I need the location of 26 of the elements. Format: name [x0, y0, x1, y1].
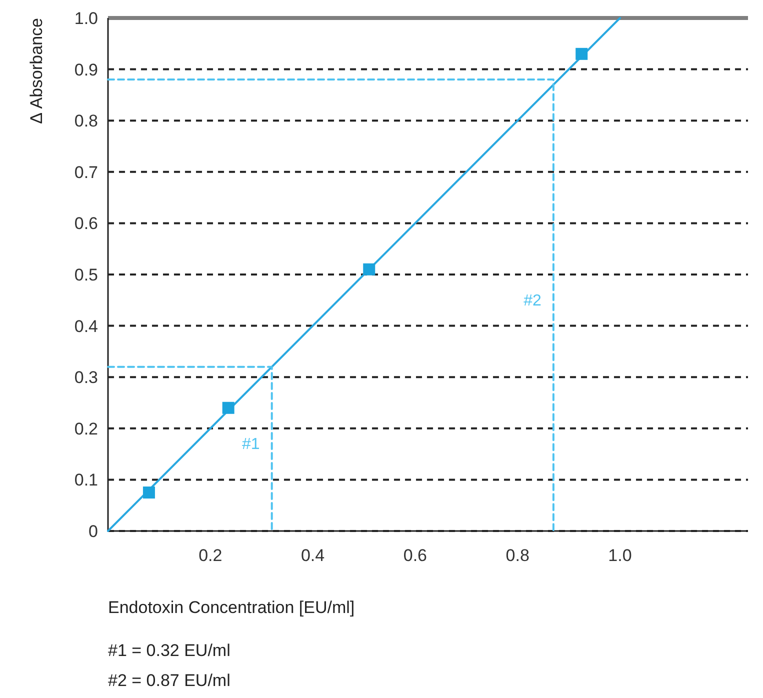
point [222, 402, 234, 414]
x-axis-title: Endotoxin Concentration [EU/ml] [108, 598, 355, 617]
x-tick-label: 0.4 [300, 546, 325, 565]
text: #2 = 0.87 EU/ml [108, 671, 230, 690]
x-tick-label: 1.0 [608, 546, 632, 565]
y-tick-label: 0.3 [74, 368, 98, 388]
y-tick-label: 0.4 [74, 316, 98, 336]
y-tick-label: 0.5 [74, 265, 98, 284]
text: #1 = 0.32 EU/ml [108, 641, 230, 660]
y-tick-label: 0.6 [74, 214, 98, 234]
x-tick-label: 0.6 [403, 546, 428, 565]
y-tick-label: 0 [88, 522, 98, 541]
y-tick-label: 0.2 [74, 419, 98, 438]
y-tick-label: 1.0 [74, 8, 98, 28]
point [142, 486, 155, 499]
x-tick-label: 0.2 [198, 546, 222, 565]
y-tick-label: 0.1 [74, 470, 98, 490]
y-tick-label: 0.9 [74, 60, 98, 80]
y-tick-label: 0.7 [74, 162, 98, 182]
y-tick-label: 0.8 [74, 112, 98, 131]
point [363, 263, 376, 276]
point [576, 48, 588, 60]
y-axis-title: Δ Absorbance [26, 18, 46, 124]
series-label: #2 [524, 292, 542, 310]
series-label: #1 [242, 436, 260, 453]
x-tick-label: 0.8 [506, 546, 530, 565]
